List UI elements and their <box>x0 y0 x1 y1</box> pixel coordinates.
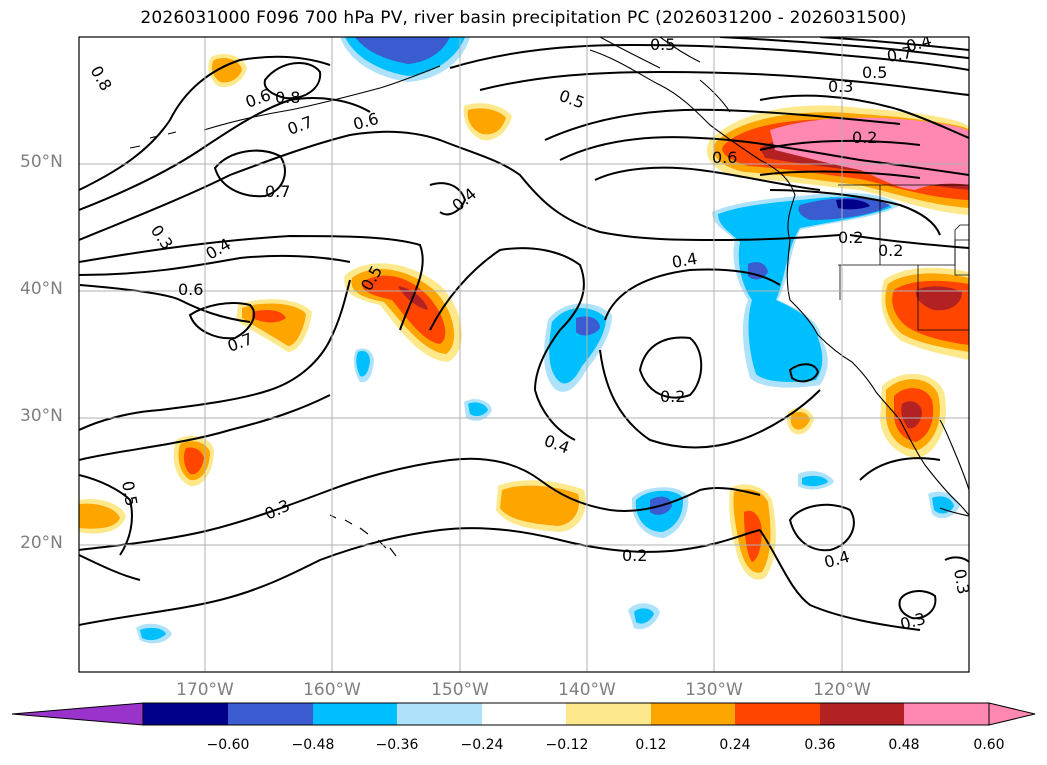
lat-label-30n: 30°N <box>20 406 63 426</box>
contour-label: 0.5 <box>862 63 887 82</box>
lon-label-130w: 130°W <box>685 680 743 700</box>
contour-label: 0.3 <box>828 77 853 96</box>
contour-label: 0.4 <box>448 184 480 215</box>
contour-label: 0.6 <box>178 280 203 299</box>
colorbar-tick: −0.60 <box>206 737 250 753</box>
precip-positive-fill <box>79 54 969 580</box>
colorbar-tick: 0.12 <box>635 737 667 753</box>
contour-label: 0.2 <box>838 228 863 247</box>
colorbar-tick: 0.48 <box>888 737 920 753</box>
contour-label: 0.7 <box>265 182 290 201</box>
contour-label: 0.5 <box>118 479 141 507</box>
map-frame <box>78 36 970 673</box>
colorbar-tick: −0.12 <box>545 737 589 753</box>
lat-label-50n: 50°N <box>20 152 63 172</box>
contour-label: 0.3 <box>262 496 293 524</box>
lat-label-20n: 20°N <box>20 533 63 553</box>
contour-label: 0.8 <box>87 63 116 95</box>
map-content: 0.8 0.6 0.7 0.5 0.8 0.7 0.4 0.7 0.6 0.3 … <box>79 31 973 672</box>
contour-label: 0.5 <box>557 86 587 113</box>
contour-label: 0.4 <box>904 31 934 56</box>
contour-label: 0.5 <box>650 35 675 54</box>
chart-title: 2026031000 F096 700 hPa PV, river basin … <box>140 8 907 28</box>
contour-label: 0.2 <box>878 241 903 260</box>
contour-label: 0.4 <box>670 249 698 272</box>
contour-label: 0.2 <box>660 387 685 406</box>
state-borders <box>838 184 969 331</box>
lat-label-40n: 40°N <box>20 279 63 299</box>
colorbar-tick: −0.24 <box>460 737 504 753</box>
colorbar-tick: 0.24 <box>719 737 751 753</box>
contour-label: 0.8 <box>275 88 300 107</box>
colorbar-tick: 0.36 <box>804 737 836 753</box>
coastlines <box>129 37 969 557</box>
colorbar-tick: −0.48 <box>291 737 335 753</box>
contour-label: 0.2 <box>852 128 877 147</box>
precip-negative-fill <box>136 37 960 644</box>
colorbar-tick: 0.60 <box>973 737 1005 753</box>
lon-label-160w: 160°W <box>303 680 361 700</box>
colorbar-tick: −0.36 <box>375 737 419 753</box>
contour-label: 0.6 <box>712 148 737 167</box>
contour-label: 0.2 <box>622 546 647 565</box>
gridlines <box>79 37 969 672</box>
contour-label: 0.3 <box>950 567 973 595</box>
contour-label: 0.7 <box>285 112 315 139</box>
contour-label: 0.7 <box>225 329 255 356</box>
pv-contours <box>79 37 969 631</box>
lon-label-140w: 140°W <box>558 680 616 700</box>
contour-label: 0.6 <box>351 109 381 134</box>
contour-label: 0.7 <box>885 43 913 66</box>
lon-label-150w: 150°W <box>431 680 489 700</box>
lon-label-120w: 120°W <box>813 680 871 700</box>
lon-label-170w: 170°W <box>176 680 234 700</box>
